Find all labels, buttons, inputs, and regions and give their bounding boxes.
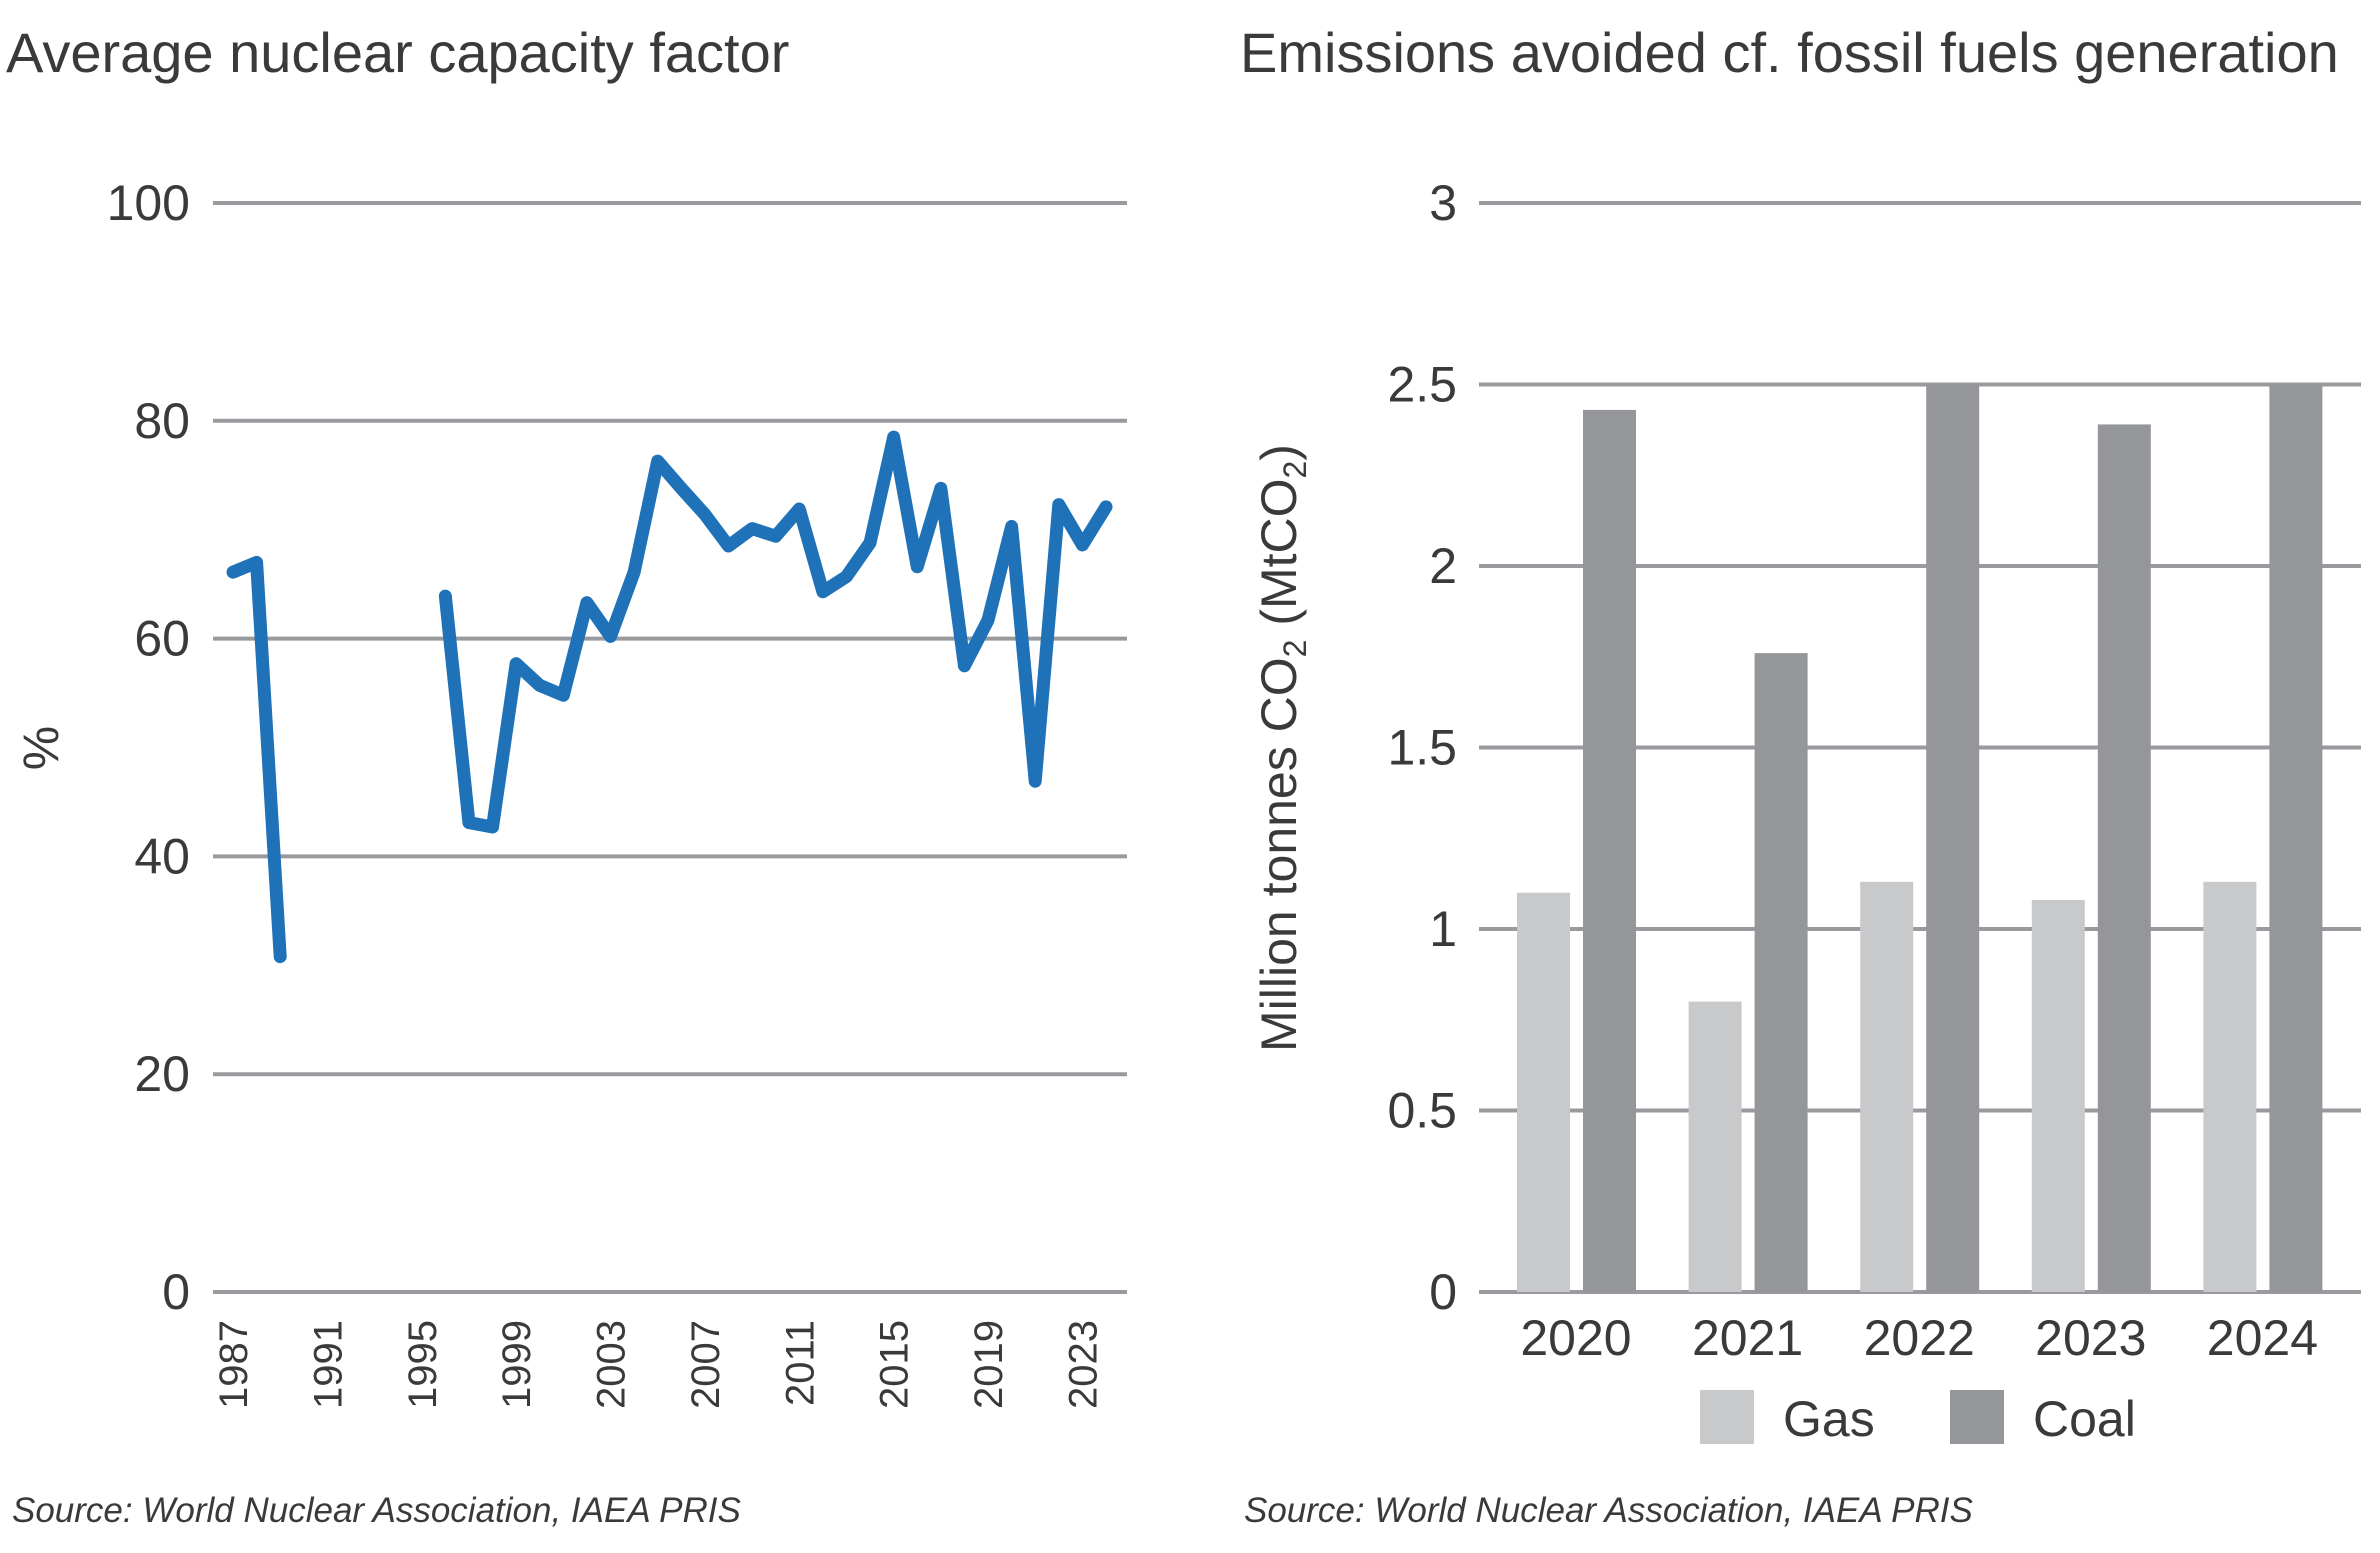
y-label-unit: (MtCO: [1251, 478, 1307, 639]
bar-coal-2021: [1754, 653, 1808, 1292]
x-tick-label: 1999: [495, 1320, 539, 1409]
y-label-close: ): [1251, 444, 1307, 461]
x-tick-label: 2022: [1864, 1310, 1975, 1366]
emissions-avoided-chart: Emissions avoided cf. fossil fuels gener…: [1240, 21, 2361, 1530]
x-tick-label: 2007: [684, 1320, 728, 1409]
legend-swatch-gas: [1700, 1390, 1754, 1444]
y-tick-label: 60: [134, 611, 190, 667]
capacity-factor-line-segment: [438, 430, 1113, 834]
x-tick-label: 2015: [873, 1320, 917, 1409]
y-tick-label: 3: [1429, 175, 1457, 231]
x-tick-label: 1987: [212, 1320, 256, 1409]
y-tick-label: 2: [1429, 538, 1457, 594]
left-source-note: Source: World Nuclear Association, IAEA …: [12, 1491, 741, 1530]
bar-gas-2022: [1860, 881, 1914, 1292]
x-tick-label: 2020: [1520, 1310, 1631, 1366]
bar-coal-2022: [1926, 384, 1980, 1292]
bar-gas-2020: [1517, 892, 1570, 1292]
x-tick-label: 2023: [2035, 1310, 2146, 1366]
y-tick-label: 80: [134, 393, 190, 449]
bar-gas-2024: [2203, 881, 2257, 1292]
y-tick-label: 0.5: [1387, 1083, 1457, 1139]
capacity-factor-line-segment: [226, 555, 287, 964]
x-tick-label: 1991: [306, 1320, 350, 1409]
y-label-subscript: 2: [1277, 640, 1313, 658]
y-tick-label: 40: [134, 828, 190, 884]
right-source-note: Source: World Nuclear Association, IAEA …: [1244, 1491, 1973, 1530]
bar-coal-2023: [2097, 424, 2151, 1292]
y-tick-label: 1: [1429, 901, 1457, 957]
left-y-axis-label: %: [13, 726, 69, 770]
legend: Gas Coal: [1700, 1390, 2136, 1447]
bar-gas-2021: [1688, 1001, 1742, 1292]
bar-coal-2020: [1583, 409, 1636, 1292]
legend-label-gas: Gas: [1783, 1391, 1875, 1447]
x-tick-label: 2019: [967, 1320, 1011, 1409]
x-tick-label: 2024: [2207, 1310, 2318, 1366]
right-chart-title: Emissions avoided cf. fossil fuels gener…: [1240, 21, 2339, 84]
x-tick-label: 2023: [1061, 1320, 1105, 1409]
right-y-axis-label: Million tonnes CO2 (MtCO2): [1251, 444, 1313, 1052]
y-tick-label: 0: [1429, 1264, 1457, 1320]
capacity-factor-chart: Average nuclear capacity factor 0 20 40 60 8…: [6, 21, 1127, 1530]
x-tick-label: 2021: [1692, 1310, 1803, 1366]
y-label-main: Million tonnes CO: [1251, 657, 1307, 1052]
legend-label-coal: Coal: [2033, 1391, 2136, 1447]
left-chart-title: Average nuclear capacity factor: [6, 21, 789, 84]
y-label-unit-subscript: 2: [1277, 461, 1313, 479]
x-tick-label: 2011: [778, 1320, 822, 1406]
y-tick-label: 100: [107, 175, 190, 231]
legend-swatch-coal: [1950, 1390, 2004, 1444]
x-tick-label: 1995: [401, 1320, 445, 1409]
y-tick-label: 2.5: [1387, 357, 1457, 413]
bar-gas-2023: [2031, 899, 2085, 1292]
y-tick-label: 1.5: [1387, 720, 1457, 776]
bar-coal-2024: [2269, 384, 2323, 1292]
y-tick-label: 0: [162, 1264, 190, 1320]
y-tick-label: 20: [134, 1046, 190, 1102]
x-tick-label: 2003: [590, 1320, 634, 1409]
